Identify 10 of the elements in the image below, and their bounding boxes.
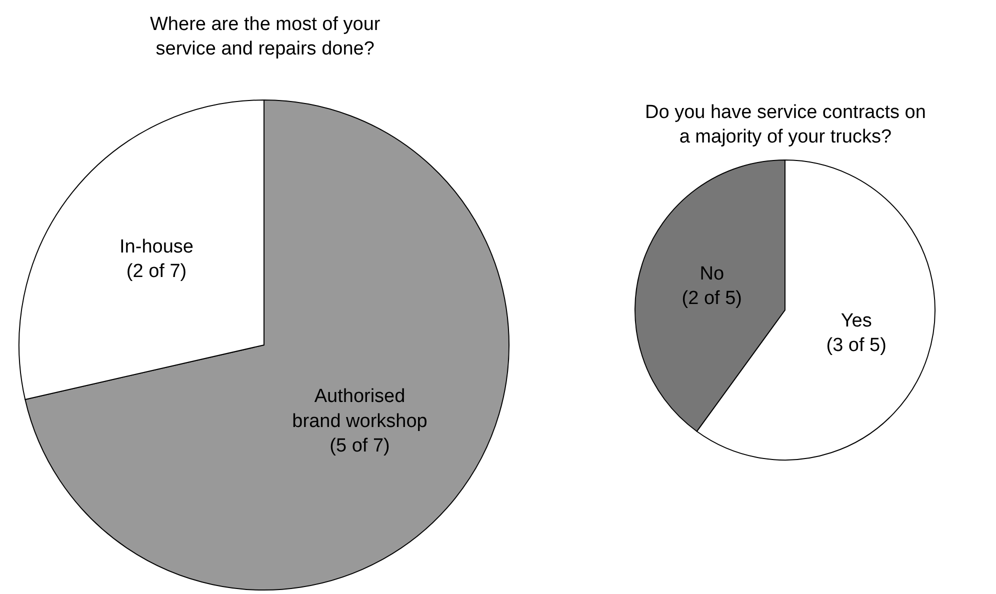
slice-label: Authorised brand workshop: [292, 386, 428, 432]
data-label: (3 of 5): [826, 335, 886, 356]
data-label: (2 of 5): [682, 288, 742, 310]
chart-title: Do you have service contracts on a majority of your trucks?: [645, 102, 926, 148]
data-label: (2 of 7): [126, 261, 187, 282]
slice-label: Yes: [840, 310, 872, 332]
chart-title: Where are the most of your service and repairs done?: [150, 14, 381, 60]
slice-label: No: [700, 263, 724, 284]
data-label: (5 of 7): [330, 436, 390, 457]
slice-label: In-house: [120, 236, 194, 258]
